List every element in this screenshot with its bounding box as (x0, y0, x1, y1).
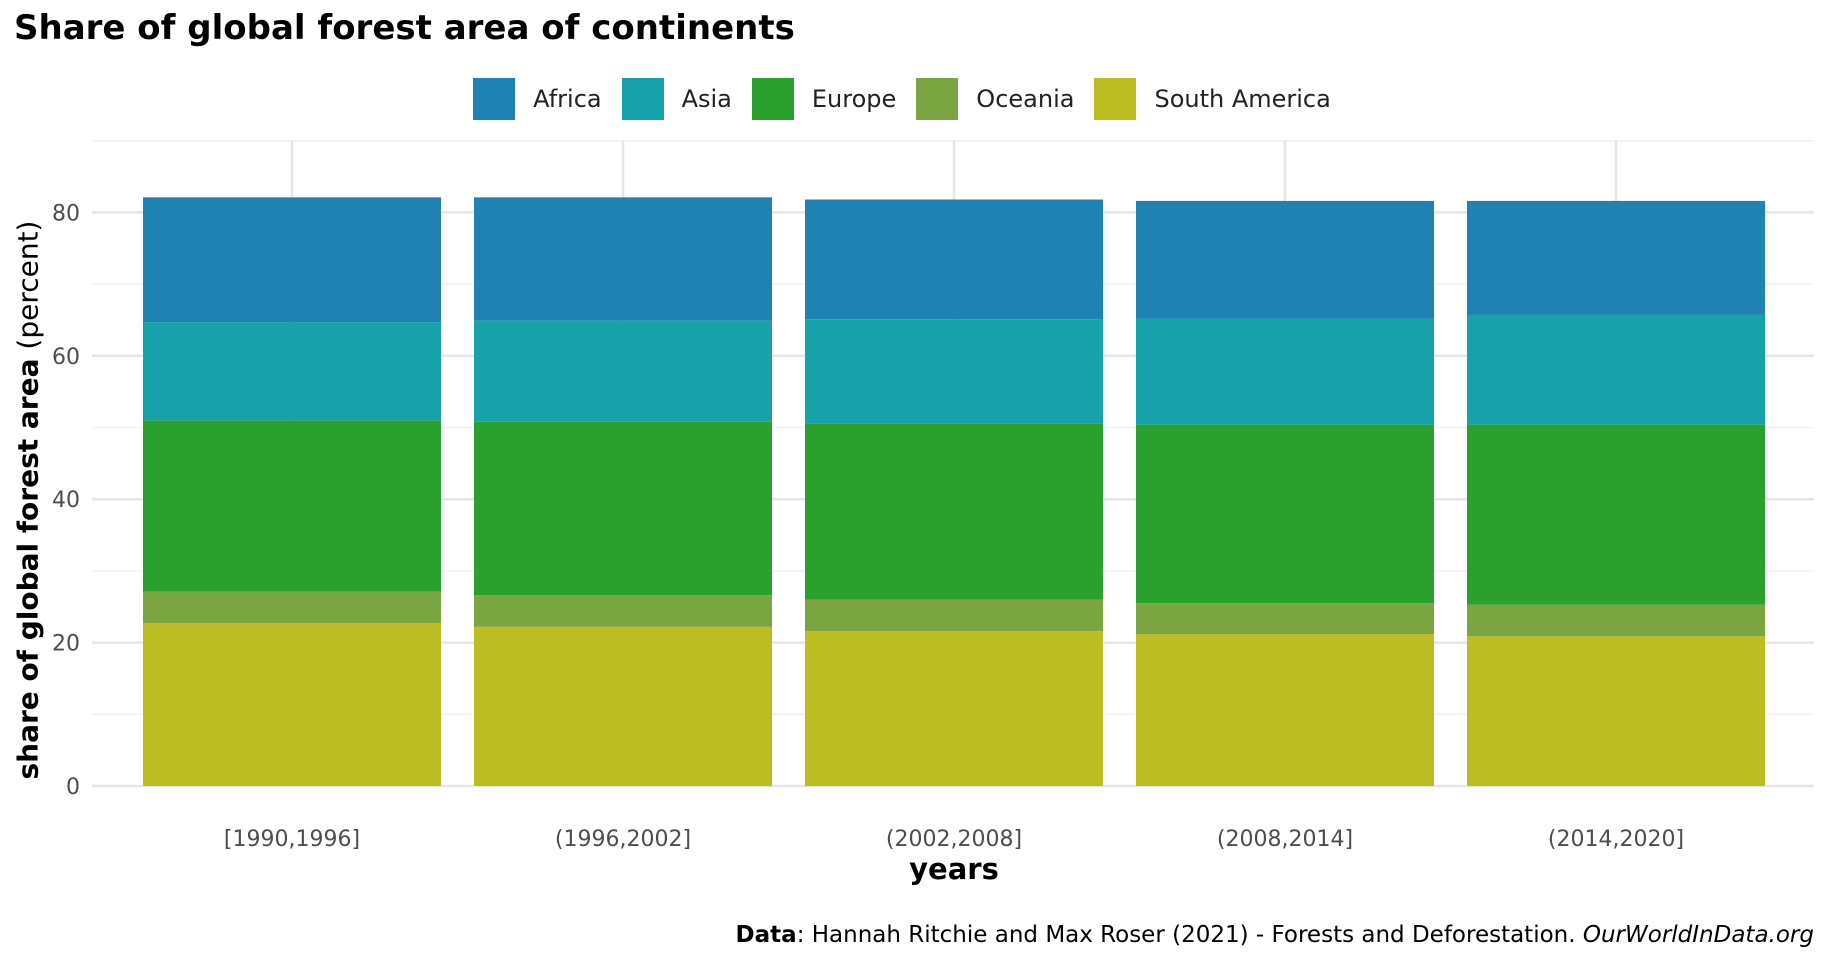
x-tick-label: (2002,2008] (886, 827, 1022, 852)
bar-oceania (805, 599, 1103, 632)
legend-item-europe: Europe (751, 78, 897, 120)
caption-bold: Data (735, 922, 797, 948)
legend-label: Asia (681, 85, 732, 113)
bar-africa (1136, 200, 1434, 319)
legend-swatch (1094, 78, 1137, 120)
caption-site: OurWorldInData.org (1582, 922, 1814, 948)
bar-south-america (143, 623, 441, 786)
x-tick-label: (1996,2002] (555, 827, 691, 852)
bar-africa (474, 197, 772, 321)
bar-africa (1467, 200, 1765, 315)
x-tick-label: (2014,2020] (1548, 827, 1684, 852)
bar-south-america (1136, 633, 1434, 786)
y-tick-label: 0 (66, 775, 80, 800)
legend-swatch (621, 78, 664, 120)
bar-asia (143, 322, 441, 421)
bar-asia (474, 320, 772, 422)
y-axis-label-bold: share of global forest area (11, 358, 45, 780)
x-axis-label: years (909, 852, 999, 886)
bar-asia (805, 319, 1103, 424)
legend-item-oceania: Oceania (916, 78, 1074, 120)
bar-europe (805, 423, 1103, 600)
x-tick-label: [1990,1996] (224, 827, 360, 852)
legend-item-south-america: South America (1094, 78, 1331, 120)
bar-europe (1467, 424, 1765, 605)
y-tick-label: 20 (52, 632, 80, 657)
y-tick-label: 60 (52, 345, 80, 370)
bar-africa (805, 199, 1103, 320)
y-axis-label: share of global forest area (percent) (12, 221, 45, 780)
legend-swatch (473, 78, 516, 120)
bar-europe (1136, 424, 1434, 604)
bar-south-america (474, 626, 772, 786)
y-tick-label: 80 (52, 201, 80, 226)
bar-south-america (1467, 636, 1765, 786)
legend-label: Oceania (976, 85, 1075, 113)
legend: Africa Asia Europe Oceania South America (0, 78, 1824, 120)
legend-label: Africa (533, 85, 602, 113)
legend-swatch (916, 78, 959, 120)
source-caption: Data: Hannah Ritchie and Max Roser (2021… (736, 922, 1814, 948)
y-tick-label: 40 (52, 488, 80, 513)
caption-text: : Hannah Ritchie and Max Roser (2021) - … (796, 922, 1583, 948)
bar-oceania (143, 591, 441, 624)
bar-asia (1136, 318, 1434, 425)
bar-oceania (474, 595, 772, 627)
bar-europe (474, 421, 772, 596)
bar-africa (143, 197, 441, 323)
x-tick-label: (2008,2014] (1217, 827, 1353, 852)
bar-oceania (1136, 603, 1434, 634)
bar-europe (143, 420, 441, 592)
y-axis-label-unit: (percent) (11, 220, 45, 359)
chart-title: Share of global forest area of continent… (14, 8, 795, 48)
bar-oceania (1467, 604, 1765, 637)
bar-asia (1467, 314, 1765, 425)
legend-item-asia: Asia (621, 78, 732, 120)
legend-label: South America (1154, 85, 1331, 113)
legend-label: Europe (811, 85, 897, 113)
legend-item-africa: Africa (473, 78, 602, 120)
legend-swatch (751, 78, 794, 120)
bar-south-america (805, 631, 1103, 786)
